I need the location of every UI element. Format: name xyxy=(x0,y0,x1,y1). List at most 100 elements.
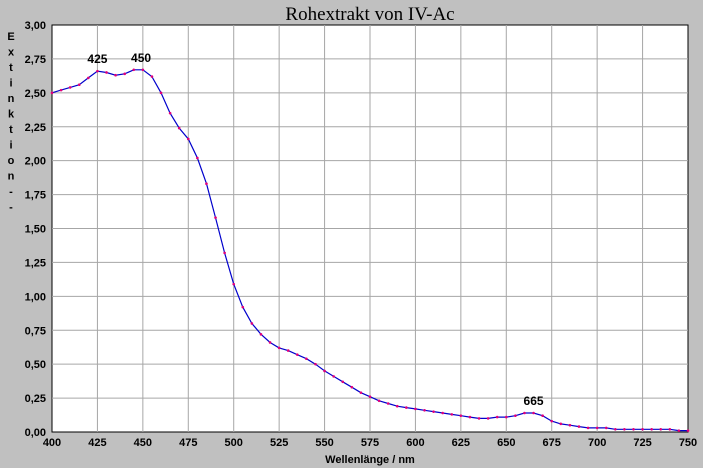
data-point xyxy=(677,429,681,432)
data-point xyxy=(541,414,544,418)
data-point xyxy=(459,414,463,418)
y-tick-label: 2,00 xyxy=(25,156,46,168)
data-point xyxy=(96,69,99,73)
data-point xyxy=(659,427,663,431)
data-point xyxy=(577,425,581,428)
y-axis-label-char: E xyxy=(7,31,14,43)
y-tick-label: 2,25 xyxy=(25,122,46,134)
data-point xyxy=(241,305,245,309)
data-point xyxy=(514,414,517,418)
y-axis-label-char: t xyxy=(9,124,13,136)
peak-annotation: 425 xyxy=(87,52,107,66)
data-point xyxy=(159,91,163,95)
data-point xyxy=(286,349,290,352)
data-point xyxy=(377,399,381,403)
data-point xyxy=(405,406,408,409)
data-point xyxy=(623,427,626,431)
y-tick-label: 2,50 xyxy=(25,88,46,100)
data-point xyxy=(59,88,63,92)
data-point xyxy=(414,407,417,411)
data-point xyxy=(77,83,81,86)
y-tick-label: 1,00 xyxy=(25,291,46,303)
chart-title: Rohextrakt von IV-Ac xyxy=(285,4,454,25)
y-axis-label-char: k xyxy=(8,109,15,121)
x-tick-label: 475 xyxy=(179,437,197,449)
data-point xyxy=(168,111,172,115)
x-tick-label: 600 xyxy=(406,437,424,449)
y-axis-label-char: i xyxy=(9,78,12,90)
data-point xyxy=(650,427,653,431)
data-point xyxy=(495,415,499,419)
data-point xyxy=(105,71,108,74)
data-point xyxy=(532,411,535,415)
data-point xyxy=(123,72,126,76)
data-point xyxy=(486,417,490,420)
data-point xyxy=(250,322,254,325)
y-axis-label-char: i xyxy=(9,140,12,152)
data-point xyxy=(386,402,390,405)
data-point xyxy=(214,216,217,219)
data-point xyxy=(395,404,399,408)
data-point xyxy=(314,362,317,366)
y-axis-label-char: o xyxy=(8,155,15,167)
y-axis-label-char: - xyxy=(9,202,13,214)
peak-annotation: 450 xyxy=(131,51,151,65)
data-point xyxy=(604,426,608,430)
data-point xyxy=(205,182,208,186)
data-point xyxy=(259,333,263,336)
x-tick-label: 650 xyxy=(497,437,515,449)
data-point xyxy=(296,353,299,356)
data-point xyxy=(432,410,435,413)
x-tick-label: 725 xyxy=(633,437,651,449)
data-point xyxy=(468,415,472,419)
data-point xyxy=(223,251,226,255)
x-tick-label: 525 xyxy=(270,437,288,449)
data-point xyxy=(87,76,90,80)
data-point xyxy=(350,385,354,389)
data-point xyxy=(523,411,526,415)
data-points xyxy=(50,68,690,432)
data-point xyxy=(186,137,190,141)
x-tick-labels: 400 425 450 475 500 525 550 575 600 625 650 675 700 7… xyxy=(43,437,697,449)
data-point xyxy=(132,68,136,72)
x-tick-label: 550 xyxy=(315,437,333,449)
data-point xyxy=(550,419,554,423)
data-point xyxy=(668,427,672,431)
data-point xyxy=(586,426,590,430)
data-point xyxy=(614,427,617,431)
data-point xyxy=(323,369,326,373)
data-point xyxy=(504,415,508,419)
y-tick-label: 3,00 xyxy=(25,20,46,32)
x-tick-label: 500 xyxy=(225,437,243,449)
x-tick-label: 700 xyxy=(588,437,606,449)
data-point xyxy=(559,422,563,426)
y-tick-label: 1,50 xyxy=(25,224,46,236)
data-point xyxy=(114,73,117,77)
x-tick-label: 400 xyxy=(43,437,61,449)
y-axis-label-char: n xyxy=(8,171,15,183)
x-tick-label: 675 xyxy=(543,437,561,449)
data-point xyxy=(141,68,145,72)
x-tick-label: 425 xyxy=(88,437,106,449)
data-point xyxy=(568,423,572,427)
x-tick-label: 625 xyxy=(452,437,470,449)
data-point xyxy=(268,341,272,344)
data-point xyxy=(423,408,426,412)
x-tick-label: 750 xyxy=(679,437,697,449)
y-axis-label-char: x xyxy=(8,47,15,59)
data-point xyxy=(632,427,635,431)
data-point xyxy=(150,75,154,78)
data-point xyxy=(305,357,308,361)
data-point xyxy=(368,395,372,399)
data-point xyxy=(68,86,72,89)
data-point xyxy=(641,427,644,431)
data-point xyxy=(50,91,54,95)
data-point xyxy=(450,413,454,416)
gridlines xyxy=(52,25,688,432)
data-point xyxy=(686,429,690,432)
y-axis-label-char: n xyxy=(8,93,15,105)
data-point xyxy=(341,380,345,384)
y-tick-label: 1,75 xyxy=(25,190,46,202)
